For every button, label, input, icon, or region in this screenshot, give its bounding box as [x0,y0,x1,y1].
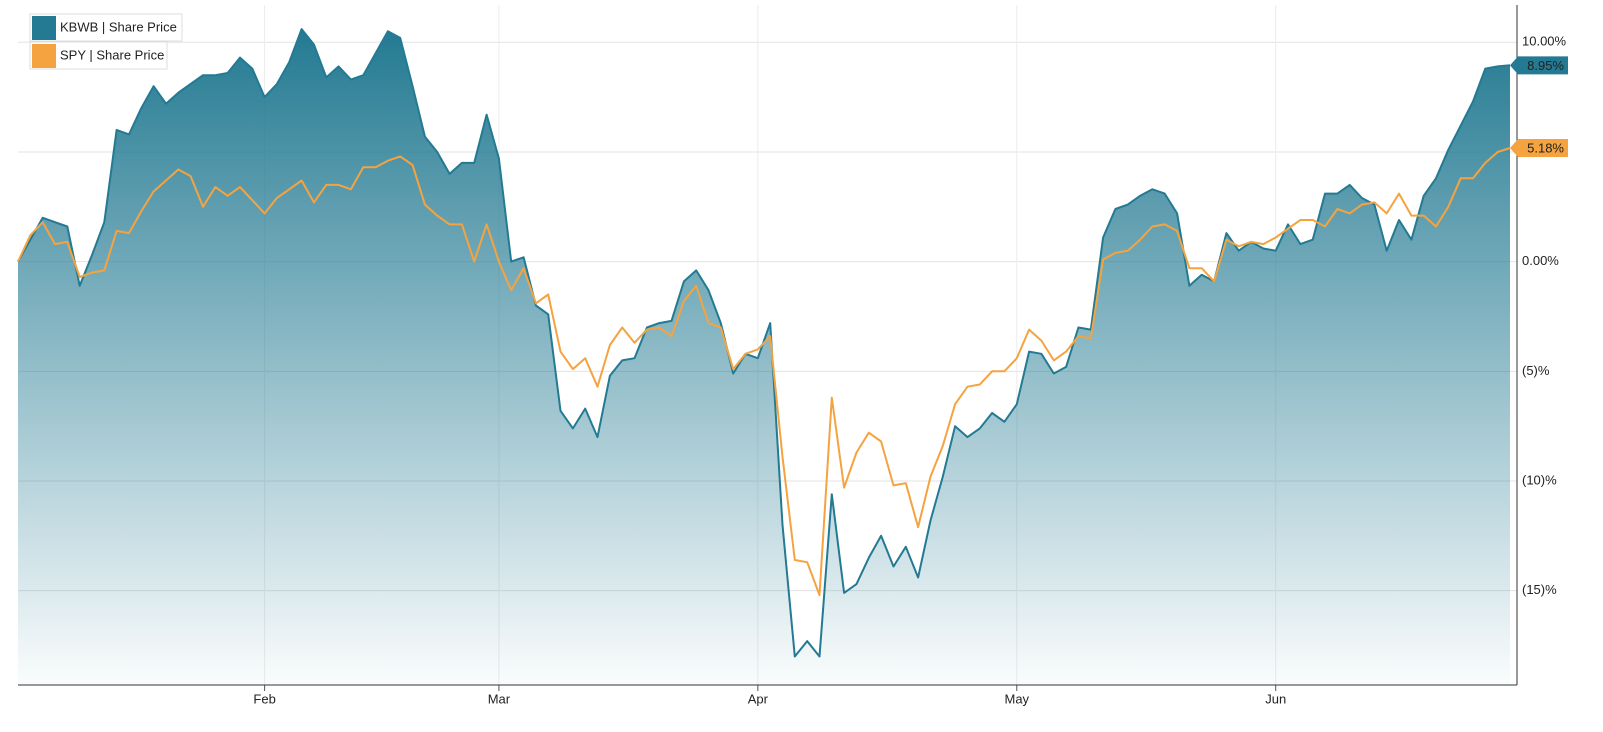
line [17,147,1511,597]
area-fill [18,29,1510,686]
x-tick-label: Apr [748,691,769,706]
y-tick-label: 10.00% [1522,34,1567,49]
x-tick-label: Mar [488,691,511,706]
x-tick-label: Jun [1265,691,1286,706]
value-label: 8.95% [1527,58,1564,73]
x-tick-label: Feb [253,691,275,706]
line [17,28,1511,658]
value-label: 5.18% [1527,140,1564,155]
x-tick-label: May [1004,691,1029,706]
y-tick-label: (15)% [1522,582,1557,597]
y-tick-label: (5)% [1522,363,1550,378]
legend-label: KBWB | Share Price [60,19,177,34]
value-tag [1510,139,1568,158]
legend-swatch [32,44,56,68]
y-tick-label: (10)% [1522,472,1557,487]
y-tick-label: 0.00% [1522,253,1559,268]
legend-swatch [32,16,56,40]
value-tag [1510,56,1568,75]
legend-label: SPY | Share Price [60,47,164,62]
